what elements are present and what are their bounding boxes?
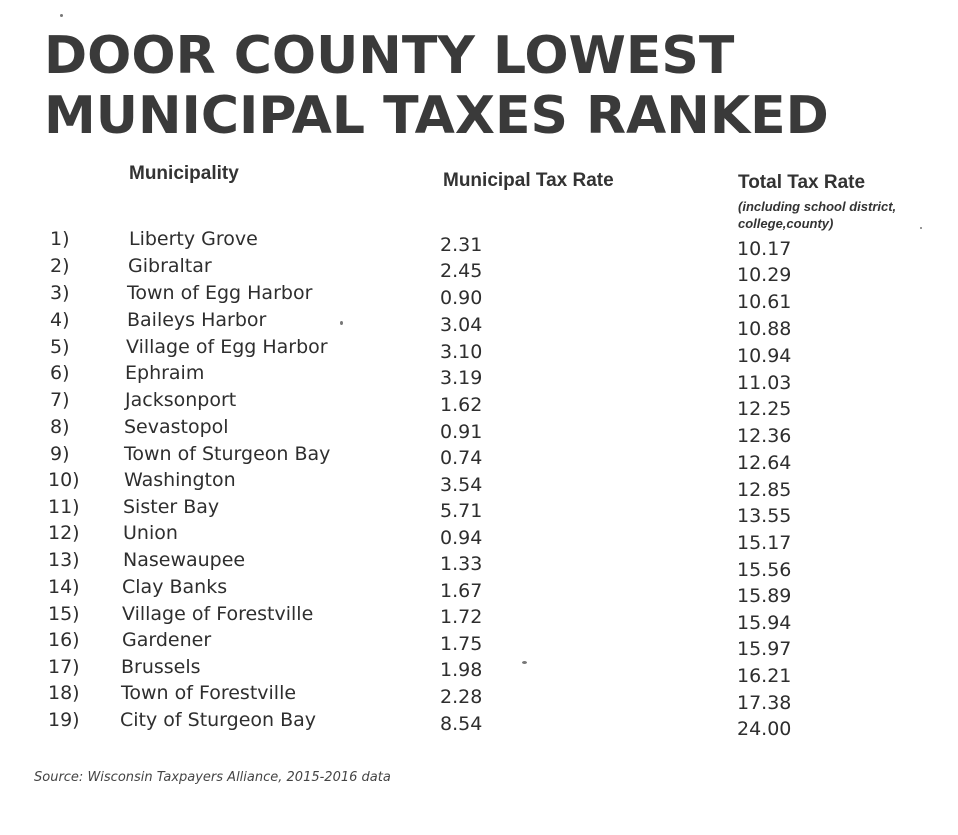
rank-number: 16) (48, 629, 80, 651)
municipality-name: Nasewaupee (123, 549, 246, 571)
total-tax-rate: 10.17 (737, 238, 792, 260)
municipal-tax-rate: 0.94 (440, 527, 483, 549)
rank-number: 13) (48, 549, 80, 571)
scan-speck (920, 227, 922, 229)
scan-speck (60, 14, 63, 17)
rank-number: 4) (50, 309, 70, 331)
scan-speck (340, 321, 343, 325)
municipality-name: Union (123, 522, 178, 544)
municipality-name: Ephraim (125, 362, 205, 384)
municipality-name: Gardener (122, 629, 212, 651)
rank-number: 10) (48, 469, 80, 491)
rank-number: 8) (50, 416, 70, 438)
municipality-name: Village of Forestville (122, 603, 314, 625)
scan-speck (522, 661, 527, 664)
source-note: Source: Wisconsin Taxpayers Alliance, 20… (34, 770, 391, 785)
total-tax-rate: 15.97 (737, 638, 792, 660)
rank-number: 6) (50, 362, 70, 384)
municipality-name: Jacksonport (125, 389, 237, 411)
rank-number: 17) (48, 656, 80, 678)
total-tax-rate: 12.25 (737, 398, 792, 420)
rank-number: 18) (48, 682, 80, 704)
municipal-tax-rate: 3.19 (440, 367, 483, 389)
total-tax-rate: 10.88 (737, 318, 792, 340)
total-tax-rate: 13.55 (737, 505, 792, 527)
total-tax-rate: 11.03 (737, 372, 792, 394)
municipal-tax-rate: 3.04 (440, 314, 483, 336)
municipality-name: Clay Banks (122, 576, 228, 598)
municipal-tax-rate: 1.98 (440, 659, 483, 681)
municipal-tax-rate: 1.72 (440, 606, 483, 628)
municipality-name: Washington (124, 469, 236, 491)
total-tax-rate: 12.36 (737, 425, 792, 447)
municipal-tax-rate: 2.31 (440, 234, 483, 256)
total-tax-rate: 15.17 (737, 532, 792, 554)
total-tax-rate: 15.94 (737, 612, 792, 634)
rank-number: 5) (50, 336, 70, 358)
rank-number: 15) (48, 603, 80, 625)
total-tax-rate: 16.21 (737, 665, 792, 687)
municipality-name: City of Sturgeon Bay (120, 709, 317, 731)
municipal-tax-rate: 1.33 (440, 553, 483, 575)
municipality-name: Sister Bay (123, 496, 220, 518)
municipal-tax-rate: 3.10 (440, 341, 483, 363)
municipality-name: Village of Egg Harbor (126, 336, 328, 358)
column-header-total-tax-rate: Total Tax Rate (738, 172, 866, 193)
municipal-tax-rate: 3.54 (440, 474, 483, 496)
rank-number: 2) (50, 255, 70, 277)
total-tax-rate: 10.29 (737, 264, 792, 286)
rank-number: 11) (48, 496, 80, 518)
total-tax-rate: 17.38 (737, 692, 792, 714)
rank-number: 19) (48, 709, 80, 731)
municipality-name: Sevastopol (124, 416, 229, 438)
municipal-tax-rate: 1.75 (440, 633, 483, 655)
rank-number: 9) (50, 443, 70, 465)
municipal-tax-rate: 0.90 (440, 287, 483, 309)
rank-number: 3) (50, 282, 70, 304)
total-tax-rate: 12.64 (737, 452, 792, 474)
total-tax-rate: 12.85 (737, 479, 792, 501)
municipality-name: Town of Egg Harbor (127, 282, 313, 304)
rank-number: 1) (50, 228, 70, 250)
municipality-name: Baileys Harbor (127, 309, 267, 331)
municipality-name: Gibraltar (128, 255, 212, 277)
total-tax-rate: 10.61 (737, 291, 792, 313)
page-title-line-2: MUNICIPAL TAXES RANKED (44, 86, 829, 146)
rank-number: 14) (48, 576, 80, 598)
total-tax-rate: 24.00 (737, 718, 792, 740)
municipality-name: Brussels (121, 656, 201, 678)
total-tax-rate: 15.56 (737, 559, 792, 581)
page-title-line-1: DOOR COUNTY LOWEST (44, 26, 735, 86)
total-tax-rate: 10.94 (737, 345, 792, 367)
rank-number: 12) (48, 522, 80, 544)
column-header-total-tax-rate-note: (including school district, college,coun… (738, 199, 897, 231)
municipal-tax-rate: 0.91 (440, 421, 483, 443)
municipal-tax-rate: 2.45 (440, 260, 483, 282)
column-header-municipal-tax-rate: Municipal Tax Rate (443, 170, 614, 191)
municipal-tax-rate: 5.71 (440, 500, 483, 522)
rank-number: 7) (50, 389, 70, 411)
municipal-tax-rate: 2.28 (440, 686, 483, 708)
municipal-tax-rate: 1.67 (440, 580, 483, 602)
municipal-tax-rate: 1.62 (440, 394, 483, 416)
municipal-tax-rate: 8.54 (440, 713, 483, 735)
column-header-municipality: Municipality (129, 163, 239, 184)
municipality-name: Town of Sturgeon Bay (124, 443, 331, 465)
total-tax-rate: 15.89 (737, 585, 792, 607)
municipality-name: Town of Forestville (121, 682, 297, 704)
municipal-tax-rate: 0.74 (440, 447, 483, 469)
municipality-name: Liberty Grove (129, 228, 258, 250)
